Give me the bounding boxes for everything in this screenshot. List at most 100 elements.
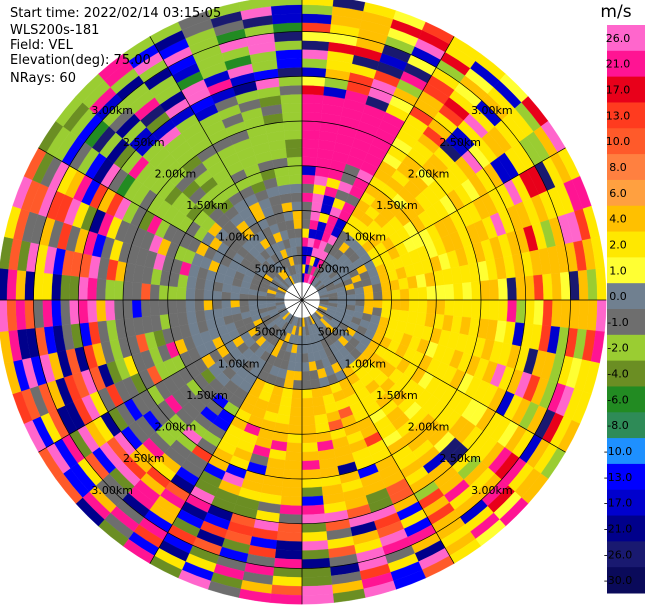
range-ring-label: 3.00km (471, 484, 513, 497)
velocity-gate (444, 283, 455, 301)
colorbar-tick-label: -6.0 (607, 393, 628, 406)
velocity-gate (301, 219, 311, 229)
velocity-gate (167, 285, 178, 301)
velocity-gate (301, 228, 310, 238)
velocity-gate (301, 424, 317, 435)
colorbar-swatch (607, 386, 645, 413)
velocity-gate (275, 540, 303, 551)
velocity-gate (398, 277, 409, 290)
velocity-gate (301, 415, 316, 426)
velocity-gate (278, 76, 303, 87)
velocity-gate (488, 299, 500, 321)
velocity-gate (390, 289, 401, 301)
velocity-gates (0, 0, 607, 605)
velocity-gate (289, 406, 303, 417)
velocity-gate (559, 271, 571, 301)
velocity-gate (426, 285, 437, 301)
velocity-gate (185, 299, 196, 313)
azimuth-line (301, 147, 566, 301)
velocity-gate (279, 193, 292, 204)
velocity-gate (293, 371, 303, 381)
velocity-gate (435, 284, 446, 301)
colorbar-swatch (607, 334, 645, 362)
colorbar-swatch (607, 257, 645, 284)
range-ring-label: 500m (318, 262, 350, 275)
velocity-gate (380, 281, 392, 292)
velocity-gate (297, 255, 303, 265)
nrays-text: NRays: 60 (10, 71, 76, 86)
velocity-gate (6, 268, 18, 301)
colorbar-swatch (607, 309, 645, 336)
colorbar-tick-label: 8.0 (609, 161, 627, 174)
colorbar-swatch (607, 179, 645, 207)
colorbar-swatch (607, 412, 645, 439)
velocity-gate (408, 299, 419, 313)
velocity-gate (301, 102, 323, 114)
velocity-gate (533, 299, 544, 326)
range-ring-label: 500m (254, 326, 286, 339)
field-text: Field: VEL (10, 38, 73, 53)
velocity-gate (279, 396, 292, 407)
colorbar-tick-label: 2.0 (609, 238, 627, 251)
velocity-gate (577, 299, 589, 331)
azimuth-line (149, 299, 303, 564)
velocity-gate (364, 299, 374, 308)
velocity-gate (270, 593, 303, 605)
velocity-gate (140, 282, 151, 301)
colorbar-tick-label: 10.0 (606, 135, 631, 148)
velocity-gate (301, 192, 314, 203)
velocity-gate (51, 273, 62, 301)
velocity-gate (203, 289, 214, 301)
velocity-gate (221, 299, 231, 309)
velocity-gate (301, 477, 322, 489)
velocity-gate (176, 299, 187, 314)
velocity-gate (301, 156, 318, 167)
velocity-gate (238, 0, 272, 12)
velocity-gate (301, 58, 328, 69)
velocity-gate (122, 299, 134, 319)
colorbar-tick-label: 6.0 (609, 187, 627, 200)
velocity-gate (301, 406, 315, 417)
colorbar-swatch (607, 76, 645, 103)
velocity-gate (301, 76, 326, 87)
velocity-gate (282, 477, 303, 489)
velocity-gate (287, 165, 303, 176)
velocity-gate (149, 299, 160, 317)
velocity-gate (270, 584, 303, 596)
velocity-gate (104, 299, 116, 321)
velocity-gate (288, 415, 303, 426)
velocity-gate (51, 299, 62, 327)
velocity-gate (212, 290, 223, 301)
velocity-gate (470, 281, 482, 301)
velocity-gate (122, 281, 134, 301)
colorbar-tick-label: -4.0 (607, 368, 628, 381)
colorbar-tick-label: -21.0 (604, 522, 632, 535)
colorbar-swatch (607, 438, 645, 465)
velocity-gate (294, 362, 303, 372)
velocity-gate (257, 299, 267, 305)
velocity-gate (488, 279, 500, 301)
velocity-gate (293, 219, 303, 229)
velocity-gate (292, 379, 303, 390)
velocity-gate (195, 277, 206, 290)
velocity-gate (212, 308, 224, 319)
velocity-gate (301, 460, 320, 471)
velocity-gate (301, 13, 333, 25)
range-ring-label: 3.00km (91, 104, 133, 117)
colorbar-swatch (607, 463, 645, 491)
velocity-gate (230, 292, 240, 301)
velocity-gate (301, 575, 333, 587)
velocity-gate (417, 286, 428, 301)
velocity-gate (276, 58, 303, 69)
start-time-text: Start time: 2022/02/14 03:15:05 (10, 6, 222, 21)
velocity-gate (203, 299, 214, 311)
velocity-gate (33, 271, 45, 301)
velocity-gate (274, 40, 303, 51)
range-ring-label: 1.50km (186, 199, 228, 212)
colorbar-tick-label: -10.0 (604, 445, 632, 458)
velocity-gate (301, 397, 314, 408)
velocity-gate (113, 280, 125, 301)
velocity-gate (462, 282, 473, 301)
velocity-gate (275, 49, 303, 60)
